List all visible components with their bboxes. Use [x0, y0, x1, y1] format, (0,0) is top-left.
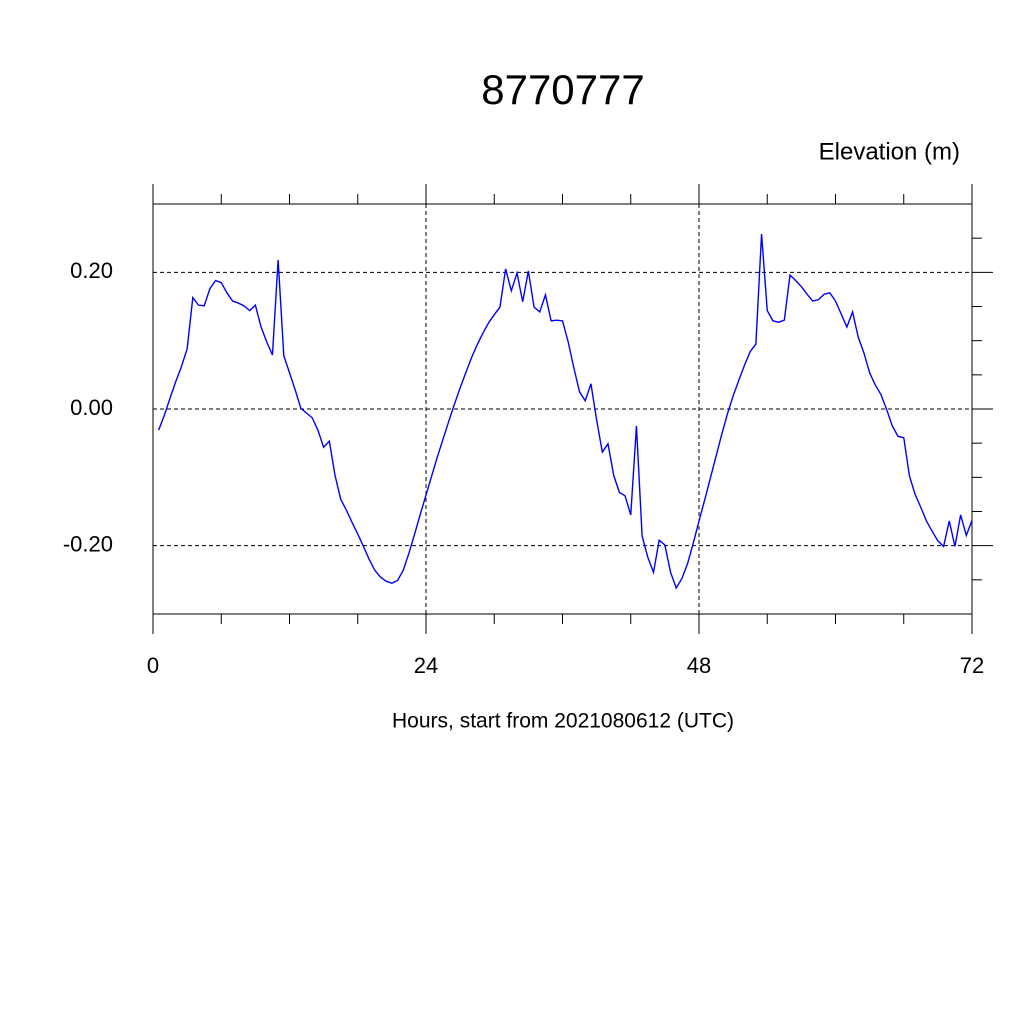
y-tick-label: 0.20 [70, 258, 113, 283]
x-tick-label: 72 [960, 653, 984, 678]
x-axis-label: Hours, start from 2021080612 (UTC) [392, 710, 734, 733]
x-tick-label: 48 [687, 653, 711, 678]
chart-title: 8770777 [481, 66, 645, 113]
y-tick-label: -0.20 [63, 531, 113, 556]
y-tick-label: 0.00 [70, 395, 113, 420]
y-axis-label: Elevation (m) [819, 138, 960, 165]
x-tick-label: 0 [147, 653, 159, 678]
x-tick-label: 24 [414, 653, 438, 678]
data-line [158, 234, 973, 590]
plot-frame [152, 203, 973, 615]
